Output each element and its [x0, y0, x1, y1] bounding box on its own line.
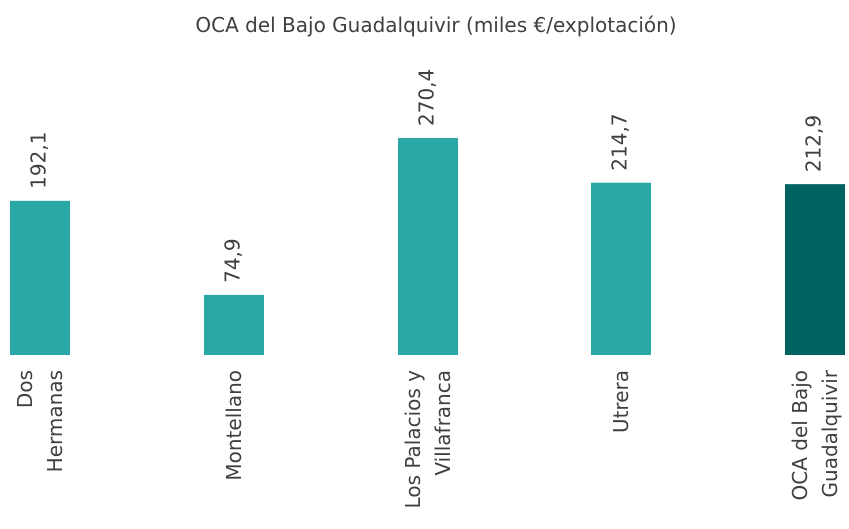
- x-tick-label: Los Palacios y Villafranca: [401, 370, 455, 509]
- bar: [591, 182, 651, 355]
- value-label: 270,4: [415, 69, 439, 126]
- value-label: 192,1: [27, 132, 51, 189]
- value-label: 74,9: [221, 238, 245, 283]
- chart-title: OCA del Bajo Guadalquivir (miles €/explo…: [195, 13, 676, 37]
- value-label: 212,9: [802, 115, 826, 172]
- bar: [204, 294, 264, 355]
- bar: [785, 184, 845, 355]
- bar: [10, 200, 70, 355]
- x-tick-label: Montellano: [222, 370, 246, 481]
- bar: [398, 138, 458, 355]
- value-label: 214,7: [608, 113, 632, 170]
- x-tick-label: OCA del Bajo Guadalquivir: [788, 370, 842, 501]
- x-tick-label: Dos Hermanas: [13, 370, 67, 473]
- x-tick-label: Utrera: [609, 370, 633, 434]
